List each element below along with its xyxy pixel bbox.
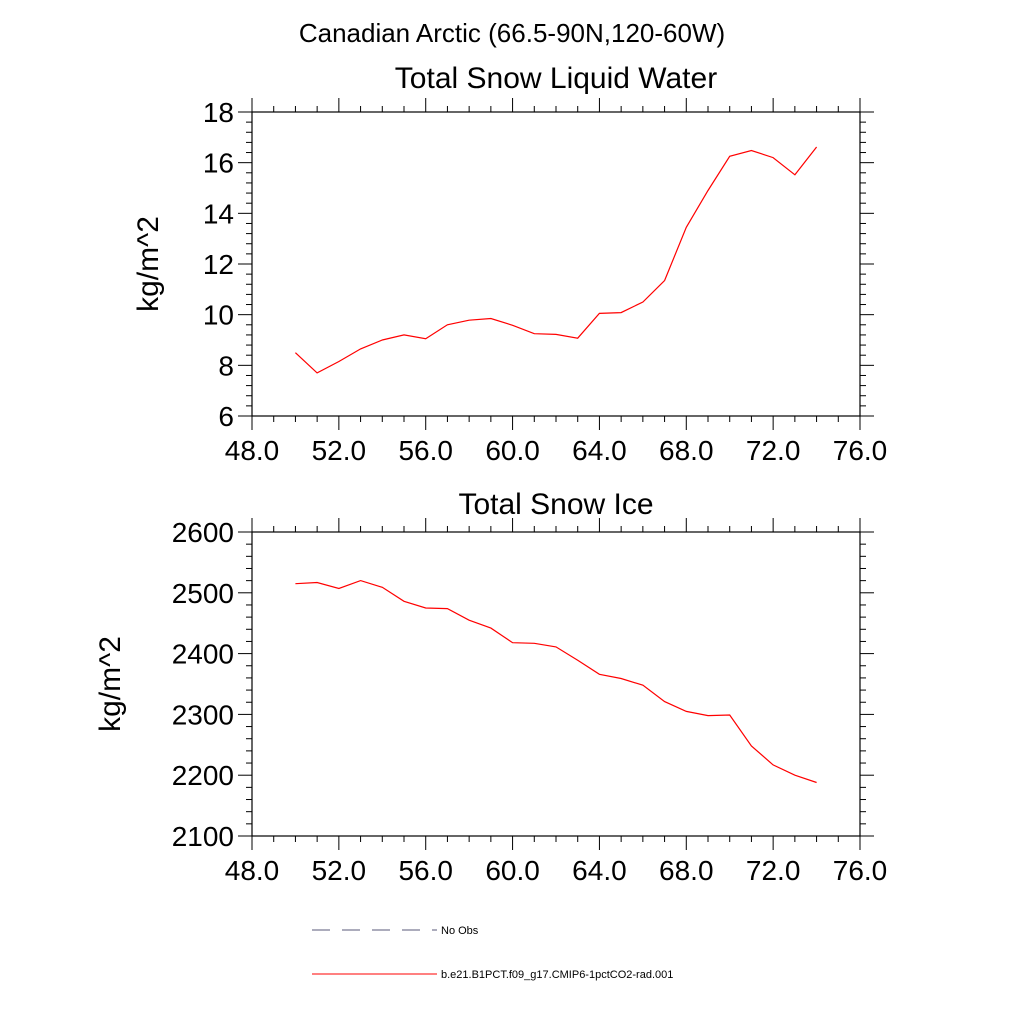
y-axis-label: kg/m^2 [94,636,127,732]
x-tick-label: 56.0 [398,855,453,886]
x-tick-labels: 48.0 52.0 56.0 60.0 64.0 68.0 72.0 76.0 [225,855,888,886]
x-tick-labels: 48.0 52.0 56.0 60.0 64.0 68.0 72.0 76.0 [225,435,888,466]
panel-snow-liquid-water: Total Snow Liquid Water 6 8 10 12 14 16 18 48.… [132,62,887,466]
x-tick-label: 52.0 [312,435,367,466]
legend: No Obs b.e21.B1PCT.f09_g17.CMIP6-1pctCO2… [312,925,673,981]
y-tick-label: 12 [203,249,234,280]
figure-title: Canadian Arctic (66.5-90N,120-60W) [299,18,725,48]
panel-ticks [238,98,874,430]
x-tick-label: 76.0 [833,435,888,466]
x-tick-label: 48.0 [225,435,280,466]
x-tick-label: 64.0 [572,855,627,886]
panel-ticks [238,518,874,850]
series-group [294,146,818,374]
x-tick-label: 72.0 [746,435,801,466]
y-tick-label: 2600 [172,517,234,548]
plot-frame [251,111,861,417]
y-tick-label: 2400 [172,639,234,670]
y-tick-label: 2500 [172,578,234,609]
y-tick-label: 18 [203,97,234,128]
x-tick-label: 52.0 [312,855,367,886]
x-tick-label: 48.0 [225,855,280,886]
x-tick-label: 76.0 [833,855,888,886]
y-tick-label: 2300 [172,699,234,730]
y-tick-label: 14 [203,198,234,229]
series-line [294,146,818,374]
y-tick-label: 8 [218,350,234,381]
x-tick-label: 68.0 [659,855,714,886]
x-tick-label: 64.0 [572,435,627,466]
series-line [295,579,817,784]
y-tick-label: 10 [203,300,234,331]
x-tick-label: 72.0 [746,855,801,886]
y-tick-labels: 6 8 10 12 14 16 18 [203,97,234,432]
panel-title: Total Snow Liquid Water [395,62,717,95]
series-group [295,579,817,784]
legend-label-run: b.e21.B1PCT.f09_g17.CMIP6-1pctCO2-rad.00… [441,969,673,981]
y-tick-label: 2200 [172,760,234,791]
x-tick-label: 60.0 [485,435,540,466]
y-tick-labels: 2100 2200 2300 2400 2500 2600 [172,517,234,852]
panel-title: Total Snow Ice [458,488,653,521]
y-tick-label: 2100 [172,821,234,852]
legend-label-no-obs: No Obs [441,925,479,937]
x-tick-label: 68.0 [659,435,714,466]
x-tick-label: 56.0 [398,435,453,466]
plot-frame [251,531,861,837]
x-tick-label: 60.0 [485,855,540,886]
y-tick-label: 6 [218,401,234,432]
y-axis-label: kg/m^2 [132,216,165,312]
y-tick-label: 16 [203,148,234,179]
panel-snow-ice: Total Snow Ice 210022002300240025002600 … [94,488,887,886]
